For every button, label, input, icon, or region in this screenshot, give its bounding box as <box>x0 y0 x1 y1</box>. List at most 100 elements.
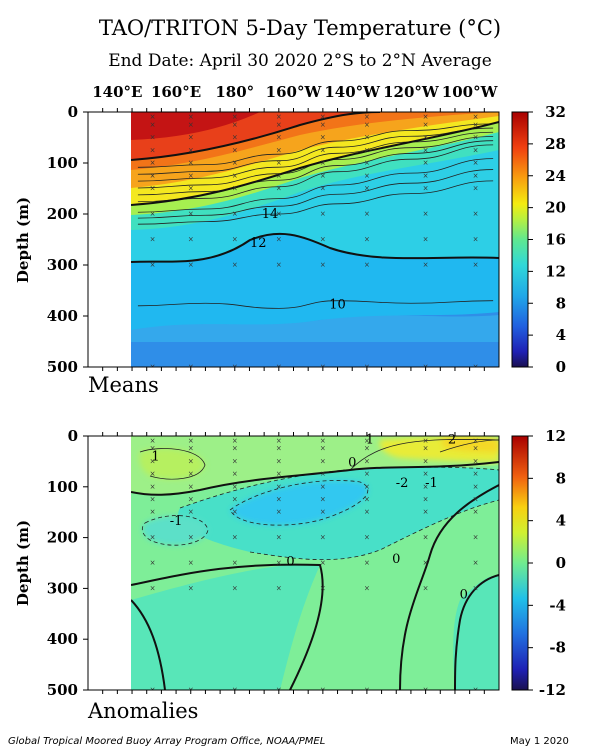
buoy-marker: × <box>150 146 156 154</box>
buoy-marker: × <box>232 185 238 193</box>
buoy-marker: × <box>188 236 194 244</box>
anom-contour-minus1-west <box>141 515 209 546</box>
buoy-marker: × <box>320 159 326 167</box>
means-isotherm <box>137 169 494 219</box>
colorbar-tick-label: -4 <box>549 596 566 614</box>
means-isotherms <box>137 123 494 309</box>
buoy-marker: × <box>473 559 479 567</box>
buoy-marker: × <box>232 483 238 491</box>
buoy-marker: × <box>423 470 429 478</box>
buoy-marker: × <box>423 363 429 371</box>
buoy-marker: × <box>423 445 429 453</box>
buoy-marker: × <box>232 146 238 154</box>
means-isotherm <box>137 180 494 225</box>
buoy-marker: × <box>150 584 156 592</box>
depth-tick-label: 100 <box>47 478 78 496</box>
buoy-marker: × <box>150 172 156 180</box>
buoy-marker: × <box>188 508 194 516</box>
means-depth-ticks: 0 100 200 300 400 500 <box>47 103 485 376</box>
depth-tick-label: 300 <box>47 579 78 597</box>
colorbar-tick-label: 12 <box>545 262 566 280</box>
buoy-marker: × <box>188 210 194 218</box>
buoy-marker: × <box>188 185 194 193</box>
buoy-marker: × <box>320 508 326 516</box>
buoy-marker: × <box>320 185 326 193</box>
buoy-marker: × <box>473 534 479 542</box>
buoy-marker: × <box>188 159 194 167</box>
buoy-marker: × <box>473 584 479 592</box>
colorbar-tick-label: -8 <box>549 639 566 657</box>
longitude-label: 100°W <box>442 83 499 101</box>
buoy-marker: × <box>276 508 282 516</box>
contour-label: -2 <box>396 476 409 491</box>
buoy-marker: × <box>423 457 429 465</box>
means-panel-label: Means <box>88 373 159 397</box>
buoy-marker: × <box>423 121 429 129</box>
depth-tick-label: 400 <box>47 630 78 648</box>
colorbar-tick-label: 0 <box>556 554 566 572</box>
buoy-marker: × <box>150 185 156 193</box>
buoy-marker: × <box>320 445 326 453</box>
anom-contour-minus1-lower <box>249 499 499 561</box>
buoy-marker: × <box>473 236 479 244</box>
colorbar-tick-label: -12 <box>539 681 566 699</box>
buoy-marker: × <box>423 686 429 694</box>
buoy-marker: × <box>320 559 326 567</box>
contour-label: 0 <box>286 555 294 570</box>
colorbar-tick-label: 8 <box>556 469 566 487</box>
buoy-marker: × <box>150 134 156 142</box>
anomalies-depth-ticks: 0 100 200 300 400 500 <box>47 427 485 699</box>
buoy-marker: × <box>320 686 326 694</box>
buoy-marker: × <box>423 159 429 167</box>
means-colorbar: 0 4 8 12 16 20 24 28 32 <box>511 103 566 376</box>
anom-deep-cool <box>131 564 320 690</box>
means-warm-core <box>131 112 260 140</box>
buoy-marker: × <box>276 559 282 567</box>
contour-label: 1 <box>366 433 374 448</box>
buoy-marker: × <box>473 185 479 193</box>
buoy-marker: × <box>276 496 282 504</box>
buoy-marker: × <box>320 457 326 465</box>
longitude-label: 140°W <box>324 83 381 101</box>
buoy-marker: × <box>473 445 479 453</box>
means-isotherm <box>137 131 494 182</box>
buoy-marker: × <box>364 584 370 592</box>
buoy-marker: × <box>188 584 194 592</box>
buoy-marker: × <box>473 496 479 504</box>
buoy-marker: × <box>150 457 156 465</box>
buoy-marker: × <box>232 686 238 694</box>
buoy-marker: × <box>276 686 282 694</box>
buoy-marker: × <box>423 261 429 269</box>
buoy-marker: × <box>473 363 479 371</box>
buoy-marker: × <box>188 534 194 542</box>
anomalies-ylabel: Depth (m) <box>14 520 32 606</box>
buoy-marker: × <box>473 113 479 121</box>
buoy-marker: × <box>364 496 370 504</box>
buoy-marker: × <box>150 113 156 121</box>
depth-tick-label: 500 <box>47 681 78 699</box>
buoy-marker: × <box>150 470 156 478</box>
buoy-marker: × <box>150 159 156 167</box>
buoy-marker: × <box>232 113 238 121</box>
colorbar-tick-label: 12 <box>545 427 566 445</box>
means-colorbar-ticks: 0 4 8 12 16 20 24 28 32 <box>528 103 566 376</box>
colorbar-tick-label: 4 <box>556 326 566 344</box>
buoy-marker: × <box>232 584 238 592</box>
colorbar-tick-label: 28 <box>545 135 566 153</box>
buoy-marker: × <box>320 437 326 445</box>
buoy-marker: × <box>320 483 326 491</box>
buoy-marker: × <box>473 457 479 465</box>
means-isotherm <box>137 123 494 168</box>
buoy-marker: × <box>473 470 479 478</box>
chart-title: TAO/TRITON 5-Day Temperature (°C) <box>99 16 501 40</box>
buoy-marker: × <box>473 437 479 445</box>
footer-credit: Global Tropical Moored Buoy Array Progra… <box>8 736 325 747</box>
buoy-marker: × <box>320 236 326 244</box>
buoy-marker: × <box>232 121 238 129</box>
buoy-marker: × <box>320 584 326 592</box>
longitude-tick-labels: 140°E 160°E 180° 160°W 140°W 120°W 100°W <box>92 83 498 101</box>
depth-tick-label: 200 <box>47 529 78 547</box>
buoy-marker: × <box>150 261 156 269</box>
buoy-marker: × <box>423 113 429 121</box>
buoy-marker: × <box>232 496 238 504</box>
